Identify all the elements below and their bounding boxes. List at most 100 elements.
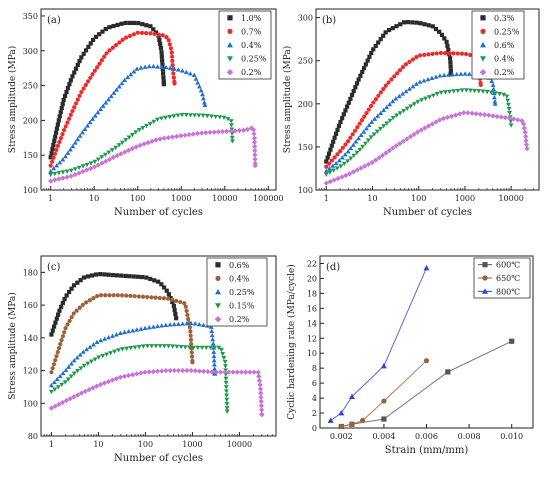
data-point [413, 81, 419, 86]
series-650- [338, 358, 430, 430]
y-tick-label: 6 [312, 379, 317, 388]
data-point [447, 89, 452, 95]
data-point [378, 90, 383, 95]
data-point [381, 124, 387, 129]
data-point [87, 119, 93, 125]
data-point [209, 369, 215, 375]
data-point [195, 345, 201, 351]
data-point [520, 121, 527, 127]
data-point [167, 322, 173, 327]
data-point [324, 159, 329, 164]
data-point [75, 280, 80, 285]
data-point [448, 64, 453, 69]
data-point [133, 144, 139, 150]
data-point [108, 351, 114, 356]
data-point [174, 344, 180, 350]
data-point [222, 359, 228, 365]
data-point [60, 370, 66, 376]
x-axis-label: Strain (mm/mm) [385, 445, 469, 456]
data-point [473, 111, 479, 117]
data-point [161, 296, 167, 301]
data-point [389, 77, 394, 82]
data-point [490, 113, 496, 119]
data-point [455, 88, 461, 94]
data-point [185, 312, 190, 318]
data-point [188, 333, 193, 338]
data-point [182, 345, 188, 350]
data-point [430, 51, 435, 57]
data-point [523, 137, 529, 144]
data-point [53, 130, 59, 135]
data-point [332, 155, 337, 160]
data-point [461, 110, 467, 116]
data-point [168, 46, 174, 51]
data-point [56, 176, 62, 182]
data-point [151, 63, 156, 69]
data-point [178, 133, 184, 139]
data-point [407, 86, 412, 91]
data-point [68, 173, 74, 179]
data-point [194, 130, 201, 137]
y-tick-label: 18 [307, 289, 317, 298]
plot-frame [40, 255, 277, 437]
data-point [54, 376, 60, 382]
data-point [51, 362, 57, 367]
data-point [434, 51, 439, 56]
data-point [506, 106, 512, 112]
data-point [323, 168, 329, 173]
data-point [107, 293, 112, 298]
data-point [447, 56, 453, 61]
data-point [68, 361, 74, 366]
data-point [353, 139, 359, 144]
data-point [376, 40, 381, 45]
data-point [386, 27, 392, 33]
data-point [78, 278, 83, 283]
data-point [52, 177, 58, 183]
data-point [148, 31, 153, 36]
legend-marker [215, 275, 221, 281]
data-point [60, 399, 66, 406]
data-point [354, 167, 360, 173]
data-point [49, 151, 54, 156]
data-point [220, 351, 226, 357]
data-point [127, 20, 132, 26]
data-point [75, 368, 80, 374]
data-point [68, 112, 73, 117]
data-point [258, 394, 264, 400]
data-point [211, 353, 217, 359]
data-point [171, 367, 177, 374]
data-point [236, 127, 242, 134]
data-point [492, 94, 497, 100]
data-point [153, 344, 159, 349]
data-point [357, 121, 362, 126]
legend-marker [479, 68, 487, 76]
series-0-2- [323, 110, 530, 186]
data-point [51, 165, 57, 171]
data-point [164, 288, 169, 293]
data-point [395, 71, 400, 76]
data-point [63, 367, 69, 373]
data-point [434, 92, 440, 97]
data-point [115, 22, 120, 28]
data-point [169, 50, 174, 55]
data-point [327, 170, 333, 175]
series-800- [327, 264, 430, 423]
data-point [476, 89, 482, 94]
data-point [381, 33, 386, 38]
data-point [422, 22, 427, 27]
data-point [224, 397, 230, 403]
data-point [490, 82, 496, 87]
data-point [119, 293, 125, 298]
data-point [258, 407, 265, 413]
data-point [505, 98, 511, 103]
chart-panel-4: 0 2 4 6 8 10 12 14 16 18 20 22 0.002 0.004 0.006 0.008 0… [286, 255, 534, 456]
data-point [168, 296, 173, 301]
data-point [462, 71, 468, 76]
data-point [380, 362, 387, 369]
data-point [225, 117, 231, 122]
data-point [89, 273, 95, 278]
data-point [49, 389, 54, 395]
data-point [192, 321, 198, 326]
data-point [154, 368, 161, 374]
data-point [404, 136, 410, 142]
